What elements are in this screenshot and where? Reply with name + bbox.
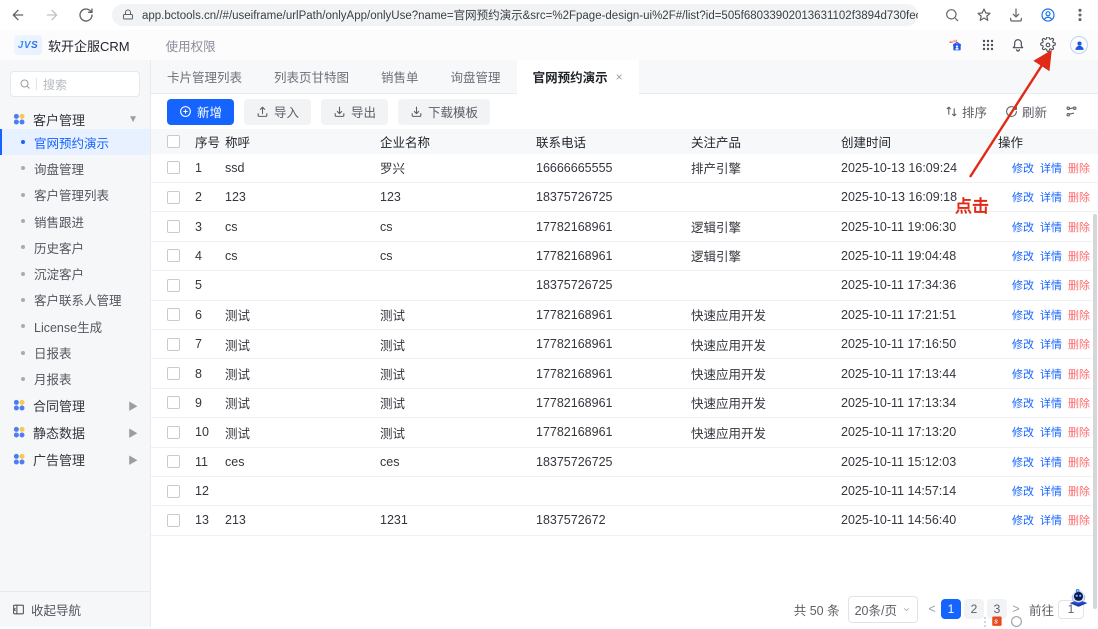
svg-text:S: S	[994, 620, 998, 626]
svg-text:HOT: HOT	[951, 40, 957, 43]
